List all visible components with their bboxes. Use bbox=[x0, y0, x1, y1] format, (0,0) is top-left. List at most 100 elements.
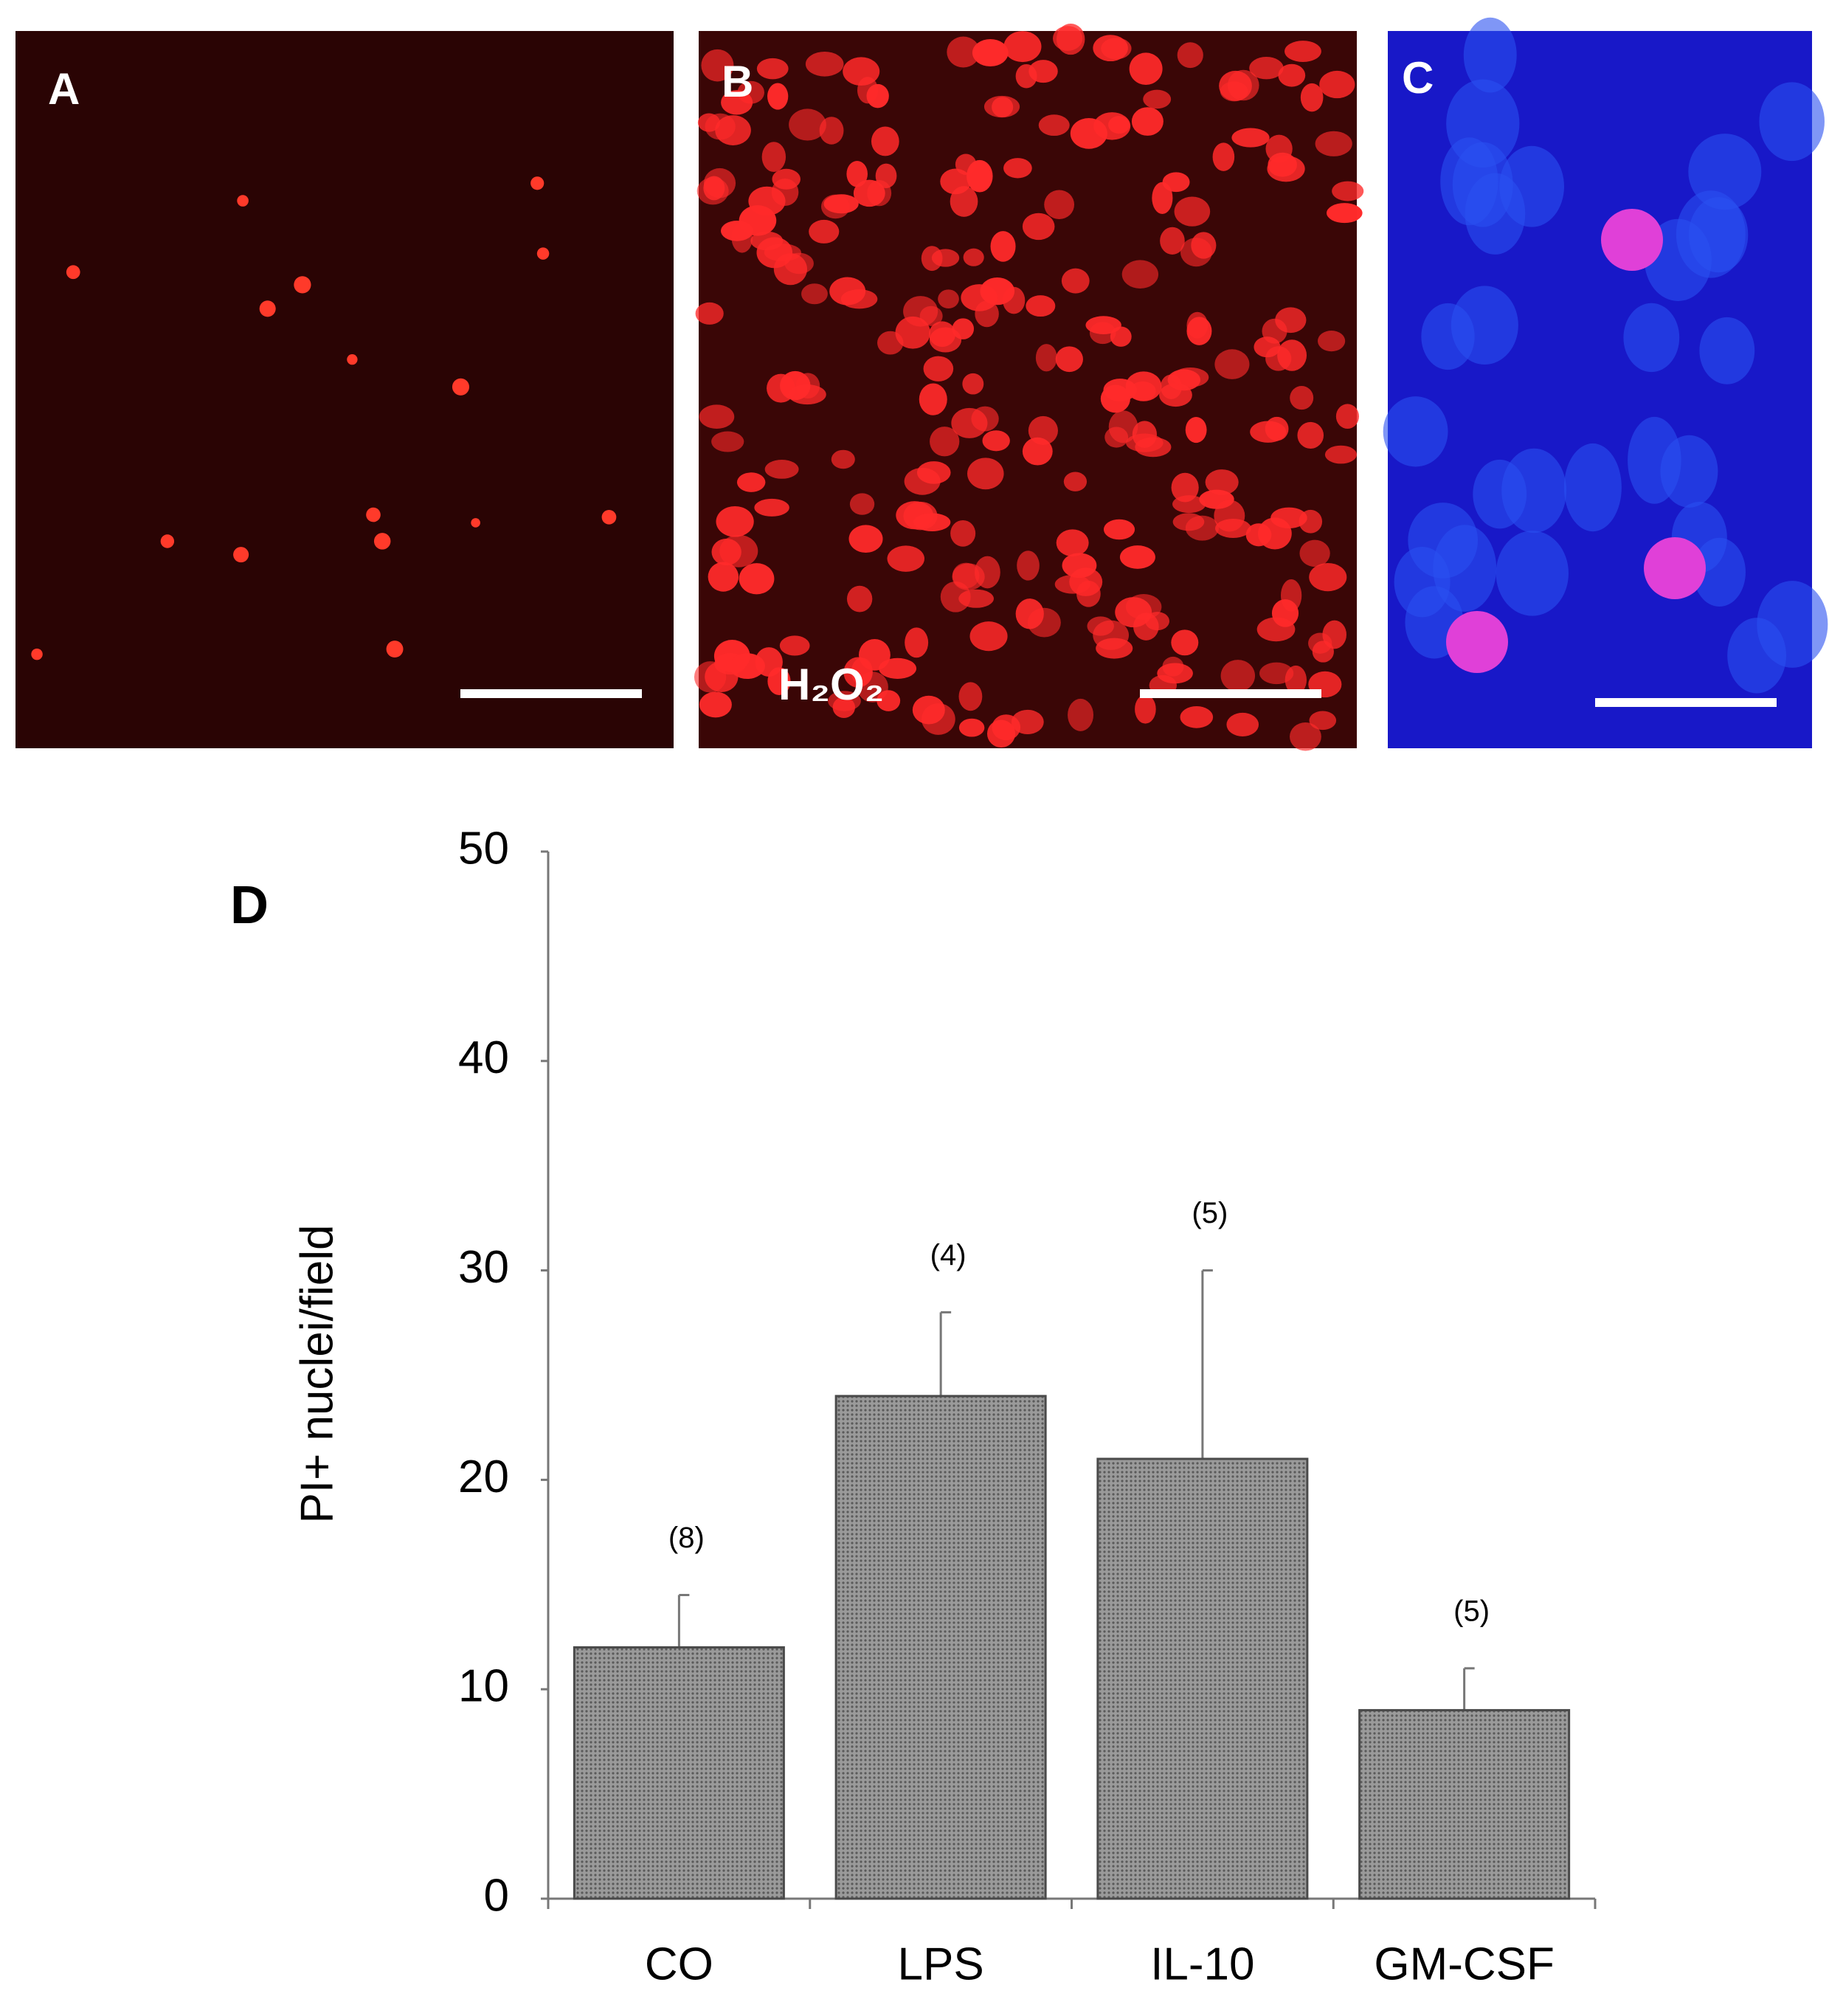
cell bbox=[601, 509, 617, 525]
cell bbox=[887, 545, 925, 572]
bar bbox=[1096, 1457, 1309, 1900]
cell bbox=[871, 126, 899, 156]
cell bbox=[805, 52, 844, 77]
cell bbox=[764, 460, 799, 479]
cell bbox=[1180, 705, 1214, 728]
cell bbox=[1130, 381, 1156, 401]
cell bbox=[711, 431, 744, 452]
cell bbox=[1699, 317, 1755, 384]
cell bbox=[1115, 597, 1152, 628]
cell bbox=[1623, 303, 1680, 373]
cell bbox=[962, 373, 984, 395]
cell bbox=[1152, 182, 1173, 215]
cell bbox=[832, 697, 855, 718]
cell bbox=[1027, 607, 1061, 638]
cell bbox=[756, 58, 789, 80]
cell bbox=[1297, 421, 1324, 449]
cell bbox=[969, 621, 1008, 652]
n-label: (5) bbox=[1192, 1197, 1228, 1229]
cell bbox=[1101, 38, 1132, 60]
cell bbox=[919, 305, 943, 326]
cell bbox=[1171, 629, 1199, 656]
y-axis-label: PI+ nuclei/field bbox=[291, 1225, 342, 1524]
cell bbox=[1496, 531, 1569, 616]
cell bbox=[866, 83, 889, 108]
cell bbox=[1265, 416, 1289, 441]
cell bbox=[963, 248, 984, 266]
cell bbox=[795, 373, 820, 399]
cell bbox=[982, 430, 1010, 452]
cell bbox=[1062, 553, 1097, 579]
cell bbox=[779, 635, 810, 656]
cell bbox=[767, 83, 789, 110]
bar bbox=[1358, 1709, 1571, 1900]
bar bbox=[834, 1395, 1047, 1900]
y-tick-label: 50 bbox=[458, 823, 509, 874]
cell bbox=[755, 647, 783, 677]
treatment-label: H₂O₂ bbox=[778, 660, 884, 709]
cell bbox=[950, 519, 976, 547]
cell bbox=[708, 562, 739, 592]
cell bbox=[972, 38, 1009, 66]
cell bbox=[259, 300, 276, 317]
cell bbox=[1129, 52, 1163, 86]
y-tick-label: 40 bbox=[458, 1032, 509, 1083]
cell bbox=[820, 194, 850, 219]
cell bbox=[1022, 213, 1055, 241]
cell bbox=[895, 316, 930, 349]
cell bbox=[1499, 145, 1565, 227]
cell bbox=[1285, 665, 1307, 694]
cell bbox=[1300, 83, 1324, 112]
cell bbox=[1757, 581, 1828, 668]
cell bbox=[1332, 181, 1364, 201]
cell bbox=[1038, 114, 1070, 137]
cell bbox=[905, 627, 929, 658]
cell bbox=[1212, 142, 1235, 171]
cell bbox=[1299, 539, 1330, 567]
cell bbox=[1180, 238, 1212, 267]
cell bbox=[1035, 344, 1057, 372]
cell bbox=[1231, 128, 1270, 148]
cell bbox=[938, 289, 959, 308]
cell bbox=[1278, 63, 1306, 87]
cell bbox=[31, 648, 43, 660]
cell bbox=[705, 113, 736, 140]
cell bbox=[1318, 331, 1346, 352]
cell bbox=[1226, 712, 1259, 736]
cell bbox=[1135, 694, 1156, 724]
cell bbox=[771, 178, 799, 207]
cell bbox=[716, 505, 754, 537]
cell bbox=[1335, 404, 1359, 429]
cell bbox=[1563, 443, 1622, 532]
cell bbox=[1085, 316, 1121, 334]
cell bbox=[947, 36, 980, 68]
cell bbox=[1171, 472, 1199, 503]
cell bbox=[761, 142, 786, 173]
y-tick-label: 10 bbox=[458, 1661, 509, 1712]
cell bbox=[904, 467, 941, 495]
cell bbox=[921, 246, 943, 272]
cell bbox=[366, 507, 381, 522]
cell bbox=[1262, 318, 1287, 344]
cell bbox=[1186, 311, 1209, 339]
cell bbox=[1446, 79, 1520, 168]
cell bbox=[767, 373, 795, 403]
x-tick-label: IL-10 bbox=[1150, 1939, 1254, 1989]
cell bbox=[1044, 190, 1075, 220]
micrograph-c: C bbox=[1383, 17, 1828, 748]
cell bbox=[1315, 131, 1352, 156]
cell bbox=[1759, 82, 1825, 162]
cell bbox=[736, 472, 766, 492]
cell bbox=[958, 718, 985, 737]
cell bbox=[1003, 31, 1042, 63]
cell bbox=[1131, 107, 1164, 136]
cell bbox=[1446, 611, 1508, 673]
cell bbox=[66, 265, 80, 280]
cell bbox=[1172, 513, 1205, 531]
y-tick-label: 20 bbox=[458, 1451, 509, 1502]
cell bbox=[1280, 579, 1302, 612]
cell bbox=[930, 427, 960, 457]
cell bbox=[831, 449, 855, 469]
cell bbox=[1308, 632, 1332, 654]
cell bbox=[923, 356, 954, 382]
